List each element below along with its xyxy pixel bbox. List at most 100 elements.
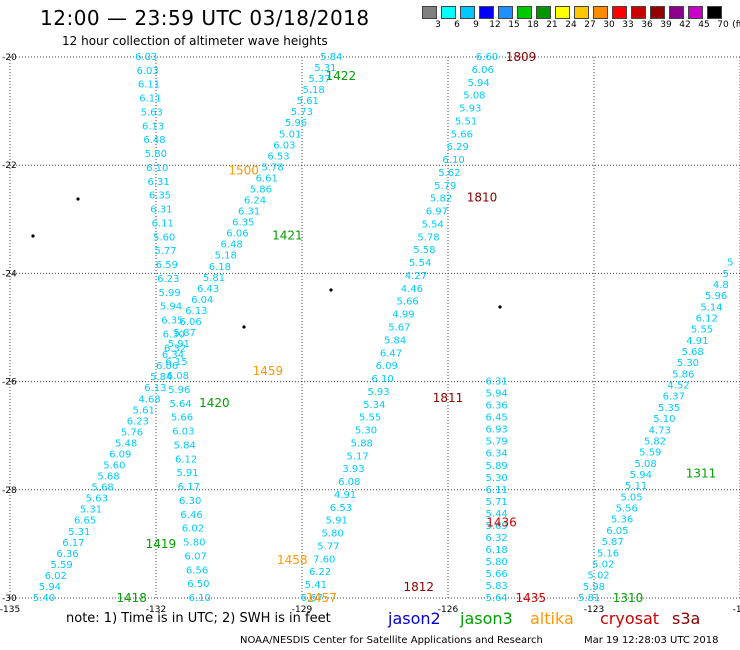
swh-value: 5.78 — [261, 162, 283, 173]
swh-value: 6.05 — [606, 526, 628, 537]
swh-value: 5.66 — [451, 129, 473, 140]
swh-value: 5.94 — [160, 302, 182, 313]
swh-value: 6.48 — [143, 135, 165, 146]
swh-value: 6.22 — [309, 567, 331, 578]
swh-value: 5.36 — [611, 515, 633, 526]
swh-value: 5.66 — [397, 297, 419, 308]
swh-value: 5.30 — [355, 426, 377, 437]
swh-value: 5.40 — [33, 593, 55, 604]
swh-value: 6.11 — [139, 94, 161, 105]
swh-value: 4.91 — [334, 490, 356, 501]
swh-value: 5.82 — [430, 194, 452, 205]
legend-label: 12 — [489, 20, 501, 30]
swh-value: 5.68 — [92, 483, 114, 494]
swh-value: 5.68 — [681, 347, 703, 358]
swh-value: 6.17 — [62, 538, 84, 549]
swh-value: 5.88 — [351, 438, 373, 449]
swh-value: 5.96 — [168, 385, 190, 396]
swh-value: 6.45 — [486, 413, 508, 424]
legend-swatch — [422, 6, 437, 19]
swh-value: 6.48 — [220, 240, 242, 251]
legend-swatch — [536, 6, 551, 19]
swh-value: 4.8 — [713, 280, 729, 291]
legend-label: 42 — [679, 20, 691, 30]
swh-value: 5.61 — [133, 405, 155, 416]
swh-value: 5.64 — [486, 593, 508, 604]
swh-value: 5.94 — [486, 389, 508, 400]
swh-value: 4.68 — [138, 394, 160, 405]
swh-value: 6.31 — [486, 377, 508, 388]
swh-value: 4.52 — [667, 381, 689, 392]
swh-value: 5.02 — [592, 559, 614, 570]
swh-value: 6.11 — [138, 80, 160, 91]
y-tick-label: -24 — [2, 269, 17, 279]
legend-swatch — [612, 6, 627, 19]
swh-value: 6.13 — [144, 383, 166, 394]
swh-value: 5.14 — [700, 302, 722, 313]
swh-value: 5.84 — [174, 440, 196, 451]
swh-value: 5.59 — [639, 448, 661, 459]
swh-value: 6.97 — [426, 207, 448, 218]
swh-value: 5.81 — [203, 273, 225, 284]
swh-value: 5.31 — [68, 527, 90, 538]
swh-value: 6.32 — [486, 533, 508, 544]
swh-value: 5.76 — [121, 427, 143, 438]
satellite-s3a: s3a — [672, 609, 701, 628]
swh-value: 5.11 — [625, 481, 647, 492]
pass-time-label: 1418 — [116, 591, 147, 605]
swh-value: 6.53 — [330, 503, 352, 514]
swh-value: 5.08 — [634, 459, 656, 470]
swh-value: 6.47 — [380, 348, 402, 359]
legend-swatch — [517, 6, 532, 19]
swh-value: 6.09 — [109, 449, 131, 460]
legend-label: (ft) — [732, 20, 740, 30]
pass-time-label: 1809 — [506, 50, 537, 64]
swh-value: 6.02 — [182, 524, 204, 535]
pass-time-label: 1459 — [253, 364, 284, 378]
swh-value: 5.71 — [486, 497, 508, 508]
swh-value: 5.59 — [51, 560, 73, 571]
swh-value: 5.66 — [171, 413, 193, 424]
swh-value: 6.53 — [267, 151, 289, 162]
swh-value: 5.80 — [321, 529, 343, 540]
x-tick-label: -12 — [733, 605, 740, 615]
pass-time-label: 1457 — [306, 591, 337, 605]
legend-label: 9 — [473, 20, 479, 30]
swh-value: 6.10 — [372, 374, 394, 385]
swh-value: 5.37 — [308, 74, 330, 85]
swh-value: 5.84 — [320, 52, 342, 63]
island-dot — [498, 305, 502, 309]
swh-value: 5.61 — [297, 96, 319, 107]
x-tick-label: -126 — [438, 605, 459, 615]
pass-time-label: 1310 — [613, 591, 644, 605]
legend-swatch — [593, 6, 608, 19]
swh-value: 6.11 — [152, 218, 174, 229]
chart-title: 12:00 — 23:59 UTC 03/18/2018 — [40, 6, 370, 30]
swh-value: 5.69 — [486, 521, 508, 532]
legend-label: 3 — [435, 20, 441, 30]
swh-value: 5.68 — [97, 472, 119, 483]
pass-time-label: 1422 — [326, 69, 357, 83]
x-tick-label: -129 — [292, 605, 313, 615]
swh-value: 6.93 — [486, 425, 508, 436]
swh-value: 5.56 — [616, 504, 638, 515]
swh-value: 6.10 — [442, 155, 464, 166]
legend-label: 30 — [603, 20, 615, 30]
swh-value: 5.60 — [153, 232, 175, 243]
swh-value: 6.35 — [232, 218, 254, 229]
swh-value: 5.64 — [169, 399, 191, 410]
swh-value: 5.89 — [486, 461, 508, 472]
swh-value: 6.56 — [186, 565, 208, 576]
swh-value: 5.91 — [326, 516, 348, 527]
swh-value: 5.84 — [150, 372, 172, 383]
swh-value: 6.10 — [146, 163, 168, 174]
swh-value: 4.46 — [401, 284, 423, 295]
swh-value: 4.73 — [649, 425, 671, 436]
swh-value: 5.79 — [434, 181, 456, 192]
swh-value: 5.93 — [459, 104, 481, 115]
swh-value: 6.31 — [150, 205, 172, 216]
swh-value: 5.80 — [145, 149, 167, 160]
generation-timestamp: Mar 19 12:28:03 UTC 2018 — [584, 635, 719, 646]
swh-value: 5.84 — [384, 335, 406, 346]
